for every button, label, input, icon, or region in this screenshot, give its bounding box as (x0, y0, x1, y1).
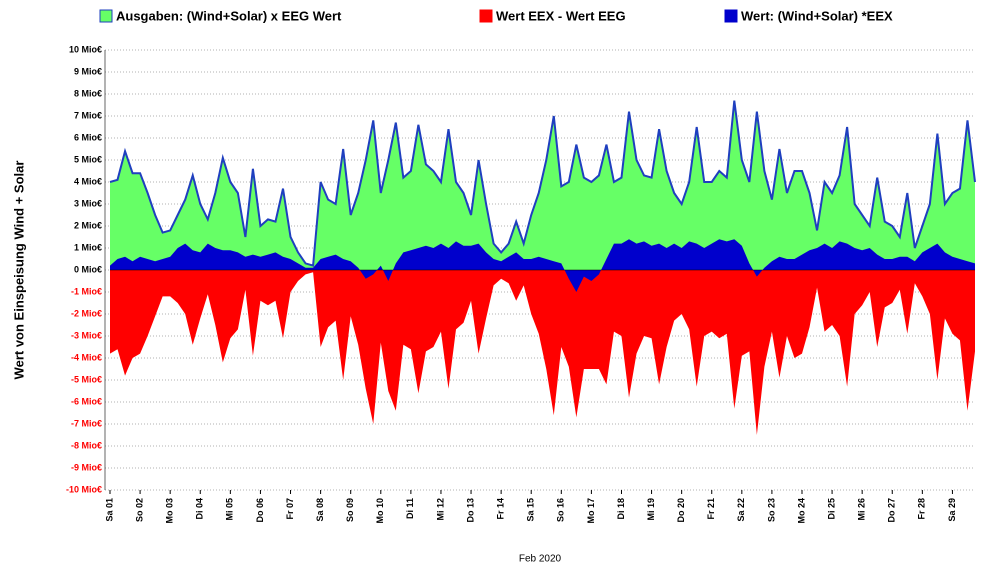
x-tick-label: So 09 (345, 498, 355, 522)
legend-label: Wert: (Wind+Solar) *EEX (741, 8, 893, 23)
x-tick-label: Mi 05 (225, 498, 235, 521)
x-tick-label: Di 25 (826, 498, 836, 520)
y-tick-label: 1 Mio€ (74, 242, 102, 252)
y-tick-label: 8 Mio€ (74, 88, 102, 98)
legend-swatch (724, 9, 738, 23)
y-tick-label: 5 Mio€ (74, 154, 102, 164)
y-tick-label: 7 Mio€ (74, 110, 102, 120)
x-tick-label: Fr 21 (706, 498, 716, 520)
legend-swatch (479, 9, 493, 23)
x-tick-label: Mo 24 (796, 498, 806, 524)
y-tick-label: 3 Mio€ (74, 198, 102, 208)
y-tick-label: -2 Mio€ (71, 308, 102, 318)
x-tick-label: So 02 (134, 498, 144, 522)
y-tick-label: -10 Mio€ (66, 484, 102, 494)
x-tick-label: So 23 (766, 498, 776, 522)
y-tick-label: -7 Mio€ (71, 418, 102, 428)
y-tick-label: 6 Mio€ (74, 132, 102, 142)
x-tick-label: Do 20 (676, 498, 686, 523)
x-tick-label: Do 06 (255, 498, 265, 523)
y-tick-label: -6 Mio€ (71, 396, 102, 406)
y-tick-label: -1 Mio€ (71, 286, 102, 296)
x-tick-label: Do 27 (887, 498, 897, 523)
x-tick-label: Mi 26 (857, 498, 867, 521)
y-tick-label: -4 Mio€ (71, 352, 102, 362)
x-tick-label: Sa 22 (736, 498, 746, 522)
x-tick-label: Mi 19 (646, 498, 656, 521)
x-tick-label: Di 11 (405, 498, 415, 519)
y-tick-label: 2 Mio€ (74, 220, 102, 230)
x-tick-label: Mo 17 (586, 498, 596, 524)
x-tick-label: Fr 14 (496, 498, 506, 520)
area-outline (109, 100, 976, 267)
x-tick-label: Mi 12 (435, 498, 445, 521)
y-tick-label: -8 Mio€ (71, 440, 102, 450)
y-axis-title: Wert von Einspeisung Wind + Solar (11, 161, 26, 380)
y-tick-label: 9 Mio€ (74, 66, 102, 76)
y-tick-label: 4 Mio€ (74, 176, 102, 186)
x-tick-label: Sa 15 (526, 498, 536, 522)
y-tick-label: -3 Mio€ (71, 330, 102, 340)
x-axis-title: Feb 2020 (519, 554, 562, 565)
x-tick-label: Sa 01 (104, 498, 114, 522)
x-tick-label: Sa 08 (315, 498, 325, 522)
legend-label: Wert EEX - Wert EEG (496, 8, 626, 23)
y-tick-label: -9 Mio€ (71, 462, 102, 472)
x-tick-label: Fr 28 (917, 498, 927, 520)
x-tick-label: So 16 (556, 498, 566, 522)
x-tick-label: Mo 03 (165, 498, 175, 524)
y-tick-label: 0 Mio€ (74, 264, 102, 274)
x-tick-label: Sa 29 (947, 498, 957, 522)
x-tick-label: Do 13 (465, 498, 475, 523)
area (110, 270, 975, 435)
x-tick-label: Di 04 (195, 498, 205, 520)
area (110, 239, 975, 292)
y-tick-label: 10 Mio€ (69, 44, 102, 54)
x-tick-label: Di 18 (616, 498, 626, 520)
legend-swatch (99, 9, 113, 23)
legend-label: Ausgaben: (Wind+Solar) x EEG Wert (116, 8, 342, 23)
y-tick-label: -5 Mio€ (71, 374, 102, 384)
x-tick-label: Mo 10 (375, 498, 385, 524)
x-tick-label: Fr 07 (285, 498, 295, 520)
area (110, 100, 975, 270)
